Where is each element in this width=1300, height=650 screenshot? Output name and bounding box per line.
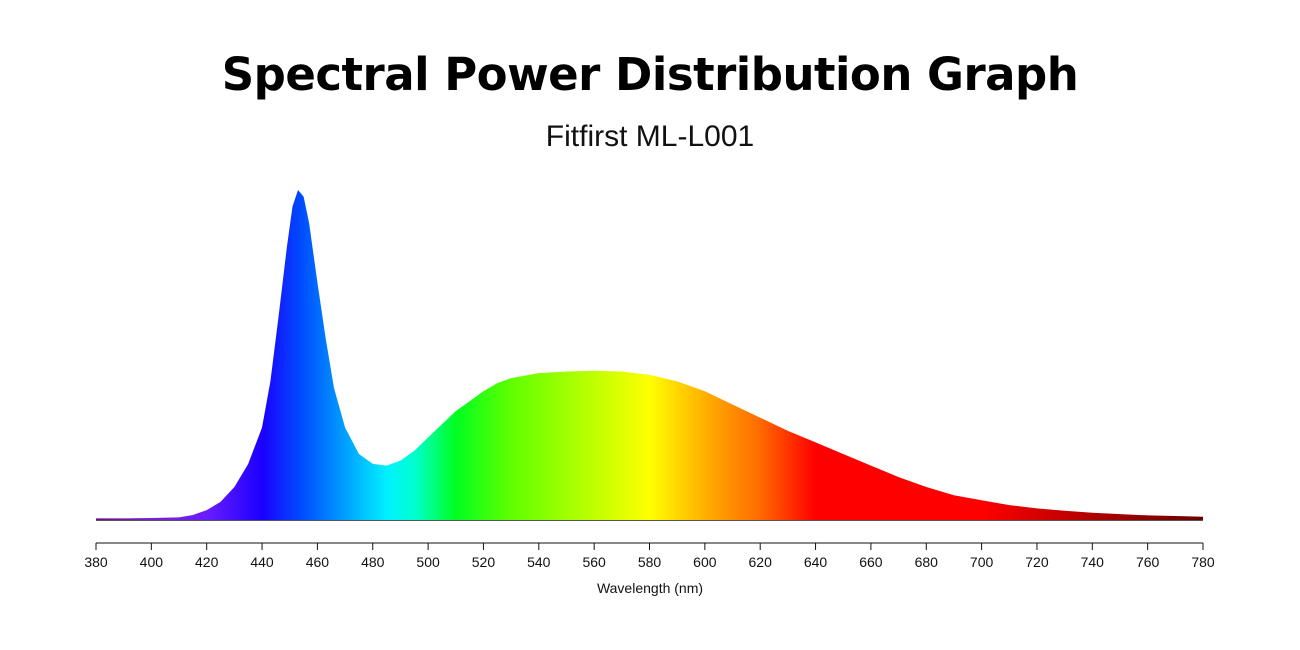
x-tick-label: 400 xyxy=(140,554,164,570)
x-tick-label: 440 xyxy=(250,554,274,570)
x-tick-label: 500 xyxy=(416,554,440,570)
x-tick-label: 520 xyxy=(472,554,496,570)
spectral-area xyxy=(96,190,1203,520)
x-tick-label: 660 xyxy=(859,554,883,570)
x-tick-label: 740 xyxy=(1081,554,1105,570)
x-tick-label: 480 xyxy=(361,554,385,570)
x-tick-label: 540 xyxy=(527,554,551,570)
x-tick-label: 560 xyxy=(582,554,606,570)
x-tick-label: 760 xyxy=(1136,554,1160,570)
chart-subtitle: Fitfirst ML-L001 xyxy=(545,120,755,153)
x-tick-label: 780 xyxy=(1191,554,1215,570)
x-axis-label: Wavelength (nm) xyxy=(597,580,703,596)
x-tick-label: 680 xyxy=(915,554,939,570)
x-tick-label: 380 xyxy=(84,554,108,570)
x-tick-label: 720 xyxy=(1025,554,1049,570)
x-tick-label: 620 xyxy=(749,554,773,570)
x-tick-label: 460 xyxy=(306,554,330,570)
x-tick-label: 700 xyxy=(970,554,994,570)
x-tick-label: 420 xyxy=(195,554,219,570)
x-tick-label: 640 xyxy=(804,554,828,570)
chart-title: Spectral Power Distribution Graph xyxy=(221,48,1079,101)
x-tick-label: 580 xyxy=(638,554,662,570)
x-tick-label: 600 xyxy=(693,554,717,570)
